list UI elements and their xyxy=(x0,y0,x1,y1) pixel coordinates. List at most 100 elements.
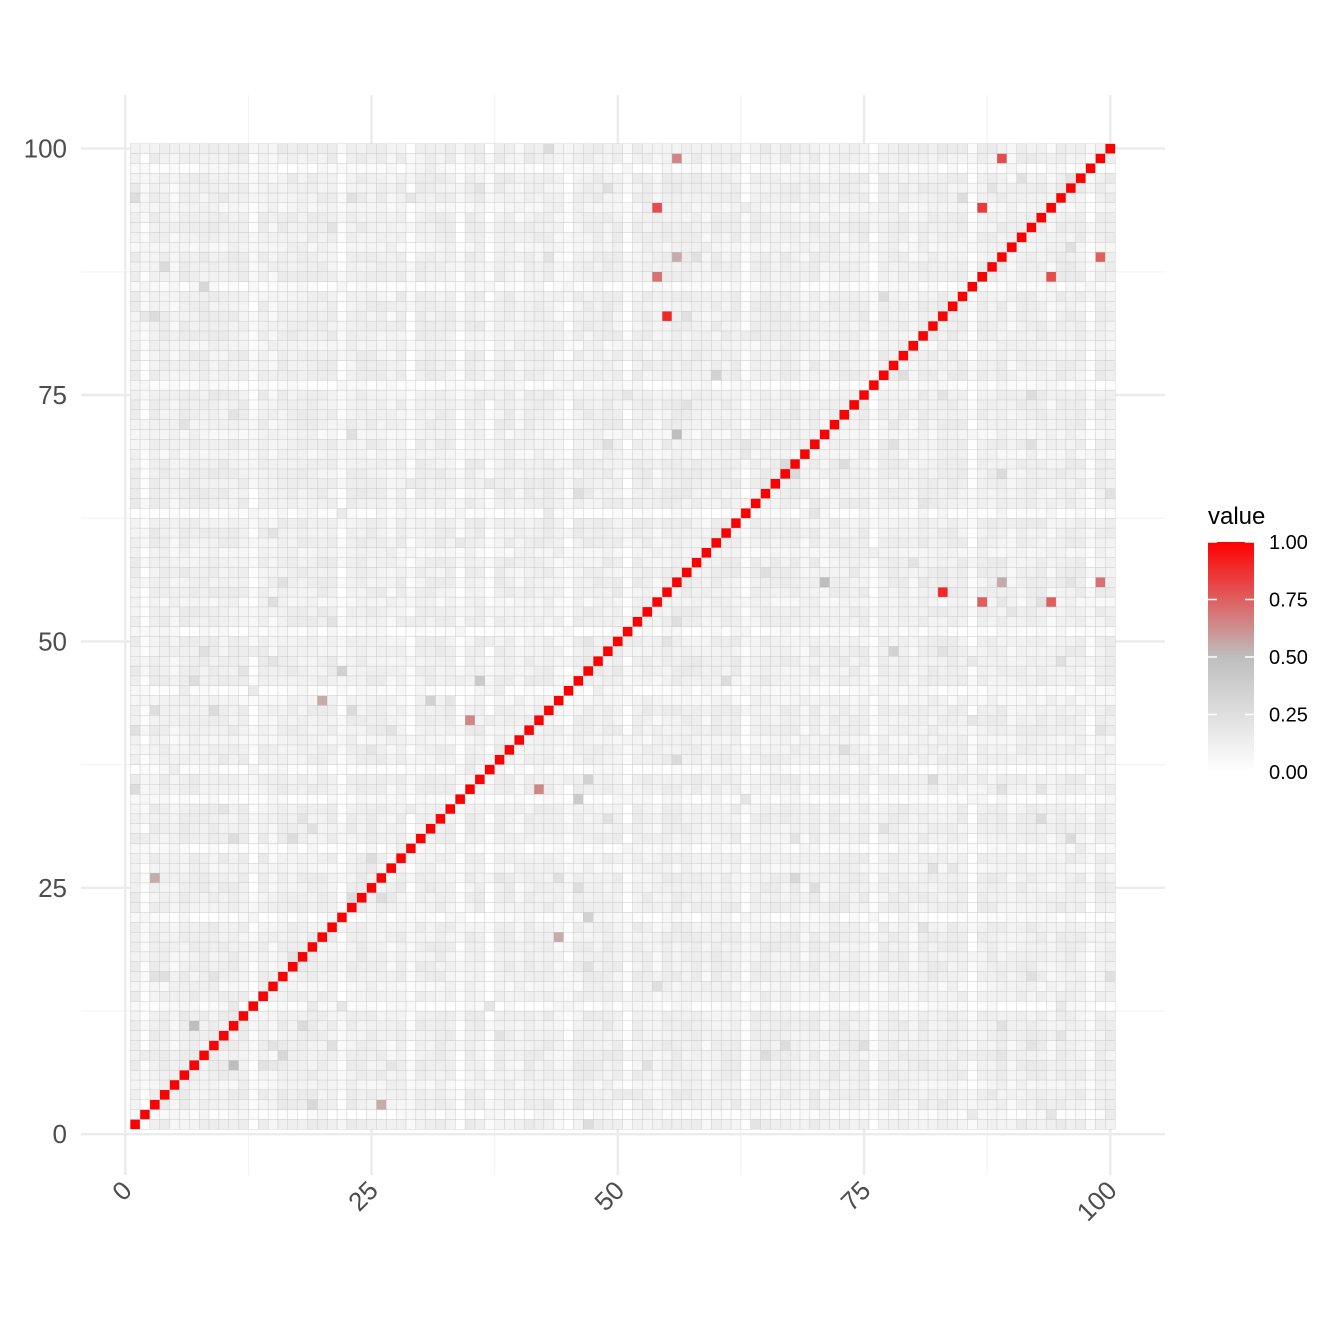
heatmap-cell xyxy=(238,774,249,785)
heatmap-cell xyxy=(336,922,348,933)
heatmap-cell xyxy=(139,715,151,726)
heatmap-cell xyxy=(415,813,426,824)
heatmap-cell xyxy=(435,1020,446,1031)
heatmap-cell xyxy=(415,301,426,312)
heatmap-cell xyxy=(524,232,535,243)
heatmap-cell xyxy=(179,991,190,1002)
heatmap-cell xyxy=(376,715,387,726)
heatmap-cell xyxy=(435,557,446,568)
heatmap-cell xyxy=(327,567,338,578)
heatmap-cell xyxy=(317,1109,328,1120)
heatmap-cell xyxy=(228,1109,239,1120)
heatmap-cell xyxy=(346,143,357,154)
heatmap-cell xyxy=(533,882,545,893)
heatmap-cell xyxy=(484,931,495,943)
heatmap-cell xyxy=(543,665,554,677)
heatmap-cell xyxy=(445,665,456,677)
heatmap-cell xyxy=(455,685,466,696)
heatmap-cell xyxy=(425,291,436,302)
heatmap-cell xyxy=(504,271,515,282)
heatmap-cell xyxy=(248,1119,259,1130)
heatmap-cell xyxy=(612,458,623,470)
heatmap-cell xyxy=(327,143,338,154)
heatmap-cell xyxy=(533,912,545,923)
heatmap-cell xyxy=(248,587,259,598)
heatmap-cell xyxy=(435,803,446,815)
heatmap-cell xyxy=(494,537,505,548)
heatmap-cell xyxy=(386,330,397,341)
heatmap-cell xyxy=(455,931,466,943)
heatmap-cell xyxy=(258,587,269,598)
heatmap-cell xyxy=(297,547,308,558)
heatmap-cell xyxy=(464,1040,476,1051)
heatmap-cell xyxy=(336,380,348,391)
heatmap-cell xyxy=(514,774,525,785)
heatmap-cell xyxy=(258,793,269,805)
heatmap-cell-diagonal xyxy=(327,922,338,933)
heatmap-cell xyxy=(159,695,170,706)
heatmap-cell xyxy=(277,774,288,785)
heatmap-cell xyxy=(189,705,200,716)
heatmap-cell xyxy=(445,695,456,706)
heatmap-cell xyxy=(563,803,574,815)
heatmap-cell xyxy=(396,833,407,844)
heatmap-cell xyxy=(277,981,288,992)
heatmap-cell xyxy=(553,212,564,223)
heatmap-cell xyxy=(583,389,594,401)
heatmap-cell xyxy=(287,222,298,233)
heatmap-cell xyxy=(297,912,308,923)
heatmap-cell xyxy=(277,1069,288,1081)
heatmap-cell xyxy=(553,291,564,302)
heatmap-cell xyxy=(612,902,623,913)
heatmap-cell xyxy=(248,163,259,174)
heatmap-cell xyxy=(327,577,338,588)
heatmap-cell xyxy=(386,1040,397,1051)
heatmap-cell xyxy=(159,1060,170,1071)
heatmap-cell xyxy=(139,1099,151,1110)
heatmap-cell xyxy=(159,419,170,430)
heatmap-cell xyxy=(474,862,486,874)
heatmap-cell xyxy=(189,320,200,332)
heatmap-cell xyxy=(583,734,594,746)
heatmap-cell xyxy=(376,685,387,696)
heatmap-cell xyxy=(593,734,604,746)
heatmap-cell xyxy=(425,271,436,282)
heatmap-cell xyxy=(208,882,220,893)
heatmap-cell xyxy=(179,902,190,913)
heatmap-cell xyxy=(139,971,151,982)
heatmap-cell xyxy=(327,902,338,913)
heatmap-cell xyxy=(317,744,328,755)
heatmap-cell xyxy=(228,902,239,913)
heatmap-cell xyxy=(376,311,387,322)
heatmap-cell xyxy=(583,527,594,539)
heatmap-cell xyxy=(583,636,594,647)
heatmap-cell xyxy=(336,281,348,292)
heatmap-cell xyxy=(573,754,584,765)
heatmap-cell xyxy=(514,725,525,736)
heatmap-cell xyxy=(317,212,328,223)
heatmap-cell xyxy=(415,330,426,341)
heatmap-cell xyxy=(297,360,308,371)
heatmap-cell xyxy=(346,537,357,548)
heatmap-cell xyxy=(169,744,180,755)
heatmap-cell xyxy=(533,587,545,598)
heatmap-cell xyxy=(179,547,190,558)
heatmap-cell xyxy=(238,813,249,824)
heatmap-cell xyxy=(218,163,229,174)
heatmap-cell xyxy=(179,261,190,272)
heatmap-cell xyxy=(179,577,190,588)
heatmap-cell xyxy=(583,971,594,982)
heatmap-cell xyxy=(267,636,279,647)
heatmap-cell xyxy=(533,261,545,272)
heatmap-cell xyxy=(494,843,505,854)
heatmap-cell xyxy=(208,271,220,282)
heatmap-cell xyxy=(563,222,574,233)
heatmap-cell xyxy=(593,458,604,470)
heatmap-cell xyxy=(297,754,308,765)
heatmap-cell xyxy=(159,981,170,992)
heatmap-cell xyxy=(198,1010,210,1022)
heatmap-cell xyxy=(218,1050,229,1061)
heatmap-cell xyxy=(149,665,160,677)
heatmap-cell xyxy=(386,902,397,913)
heatmap-cell xyxy=(228,587,239,598)
